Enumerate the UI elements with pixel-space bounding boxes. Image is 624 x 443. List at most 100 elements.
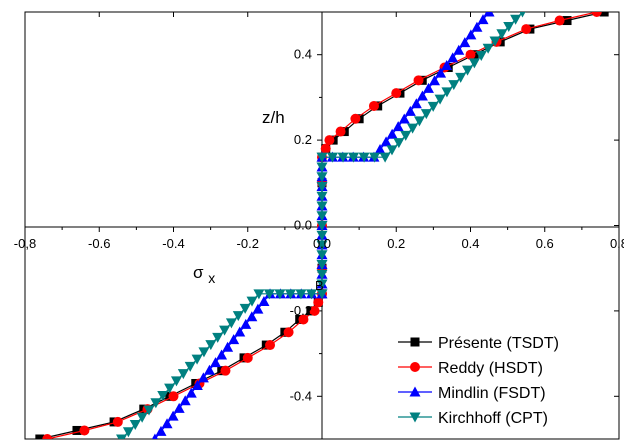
data-point (434, 94, 446, 105)
data-point (167, 410, 179, 421)
data-point (316, 152, 328, 163)
tick-labels: -0,8 -0.6 -0.4 -0.2 0.0 0.2 0.4 0.6 0,8 -0.4 -0.2 0… (14, 47, 624, 404)
data-point (143, 405, 155, 416)
data-point (242, 352, 253, 363)
legend-entry: Reddy (HSDT) (398, 360, 543, 377)
data-point (179, 395, 191, 406)
data-point (591, 12, 602, 17)
legend-marker (410, 362, 420, 372)
data-point (35, 434, 45, 439)
data-point (427, 101, 439, 112)
data-point (295, 289, 307, 300)
data-point (220, 365, 231, 376)
data-point (252, 303, 264, 314)
data-point (519, 12, 526, 18)
data-point (151, 433, 158, 439)
data-point (191, 354, 203, 365)
data-point (324, 135, 335, 146)
legend-marker (409, 412, 421, 423)
data-point (284, 289, 296, 300)
data-point (136, 412, 148, 423)
data-point (348, 152, 360, 163)
data-point (398, 113, 410, 124)
data-point (222, 341, 234, 352)
data-point (240, 318, 252, 329)
data-point (435, 67, 447, 78)
data-point (447, 52, 459, 63)
data-point (453, 44, 465, 55)
data-point (410, 98, 422, 109)
data-point (150, 398, 162, 409)
data-point (374, 144, 386, 155)
data-point (173, 402, 185, 413)
x-tick-label: 0.0 (313, 236, 331, 251)
data-point (274, 289, 286, 300)
data-point (483, 12, 495, 17)
data-point (157, 390, 169, 401)
y-tick-label: 0.4 (294, 47, 312, 62)
x-axis-label-subscript: x (208, 270, 215, 286)
data-point (239, 303, 251, 314)
data-point (471, 21, 483, 32)
data-point (164, 383, 176, 394)
data-point (386, 128, 398, 139)
x-tick-label: -0.6 (88, 236, 110, 251)
data-point (246, 311, 258, 322)
data-point (79, 425, 90, 436)
data-point (161, 418, 173, 429)
data-point (459, 37, 471, 48)
data-point (599, 12, 609, 17)
data-point (380, 136, 392, 147)
data-point (203, 364, 215, 375)
data-point (283, 327, 294, 338)
x-tick-label: 0.2 (387, 236, 405, 251)
x-tick-label: 0,8 (610, 236, 624, 251)
data-point (422, 82, 434, 93)
data-point (468, 58, 480, 69)
y-tick-label: 0.0 (294, 218, 312, 233)
y-axis-label: z/h (262, 108, 285, 127)
data-point (225, 318, 237, 329)
data-point (305, 289, 317, 300)
y-tick-label: -0.4 (290, 388, 312, 403)
data-point (335, 126, 346, 137)
data-point (316, 230, 328, 241)
data-point (368, 100, 379, 111)
data-point (404, 105, 416, 116)
data-point (212, 332, 224, 343)
series-3 (116, 12, 526, 439)
data-point (350, 113, 361, 124)
x-tick-label: 0.4 (461, 236, 479, 251)
data-point (358, 152, 370, 163)
data-point (465, 29, 477, 40)
data-point (393, 138, 405, 149)
x-tick-label: -0.2 (237, 236, 259, 251)
data-point (205, 340, 217, 351)
data-point (521, 24, 532, 35)
data-point (228, 334, 240, 345)
data-point (448, 80, 460, 91)
data-point (232, 311, 244, 322)
data-point (475, 51, 487, 62)
data-point (420, 109, 432, 120)
data-point (554, 15, 565, 26)
legend-label: Kirchhoff (CPT) (438, 410, 548, 427)
legend-label: Mindlin (FSDT) (438, 385, 546, 402)
annotation-b: B (315, 278, 324, 293)
data-point (129, 419, 141, 430)
data-point (298, 314, 309, 325)
x-axis-label: σ x (193, 263, 215, 286)
data-point (327, 152, 339, 163)
data-point (416, 90, 428, 101)
data-point (316, 289, 328, 300)
data-point (320, 143, 331, 154)
data-point (155, 425, 167, 436)
data-point (413, 75, 424, 86)
data-point (42, 434, 53, 439)
data-point (309, 305, 320, 316)
data-point (197, 372, 209, 383)
data-point (316, 191, 328, 202)
data-point (496, 29, 508, 40)
y-tick-label: 0.2 (294, 132, 312, 147)
